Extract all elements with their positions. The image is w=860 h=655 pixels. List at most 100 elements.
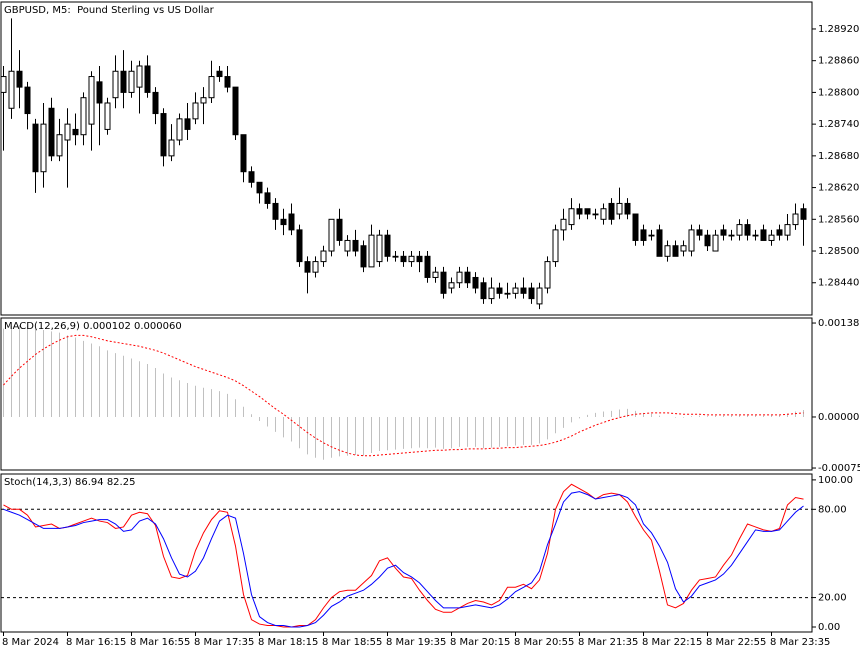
candle-body bbox=[88, 76, 95, 125]
y-tick-label: 1.28620 bbox=[818, 183, 859, 194]
x-tick-label: 8 Mar 20:55 bbox=[514, 637, 574, 648]
candle-body bbox=[464, 271, 471, 284]
candle-body bbox=[80, 97, 87, 136]
candle-body bbox=[728, 234, 735, 237]
candle-body bbox=[376, 234, 383, 263]
x-tick-label: 8 Mar 20:15 bbox=[450, 637, 510, 648]
candle-body bbox=[776, 229, 783, 236]
candle-body bbox=[48, 107, 55, 157]
candle-body bbox=[232, 86, 239, 136]
candle-body bbox=[304, 261, 311, 273]
candle-body bbox=[672, 245, 679, 257]
candle-body bbox=[800, 208, 807, 220]
candle-body bbox=[736, 224, 743, 236]
candle-body bbox=[784, 224, 791, 236]
candle-body bbox=[680, 245, 687, 252]
candle-body bbox=[488, 287, 495, 300]
x-tick-label: 8 Mar 2024 bbox=[2, 637, 59, 648]
candle-body bbox=[24, 86, 31, 115]
candle-body bbox=[520, 287, 527, 294]
x-tick-label: 8 Mar 22:15 bbox=[642, 637, 702, 648]
candle-body bbox=[360, 245, 367, 268]
y-tick-label: -0.000751 bbox=[818, 463, 860, 474]
candle-body bbox=[72, 128, 79, 136]
candle-body bbox=[688, 229, 695, 252]
x-tick-label: 8 Mar 16:15 bbox=[66, 637, 126, 648]
candle-body bbox=[440, 271, 447, 294]
candle-body bbox=[456, 271, 463, 284]
candle-body bbox=[368, 234, 375, 268]
y-tick-label: 20.00 bbox=[818, 593, 847, 604]
candle-body bbox=[296, 229, 303, 263]
candle-body bbox=[552, 229, 559, 263]
candle-body bbox=[352, 239, 359, 252]
candle-body bbox=[712, 234, 719, 252]
candle-body bbox=[568, 208, 575, 226]
candle-body bbox=[208, 76, 215, 99]
candle-body bbox=[480, 282, 487, 300]
y-tick-label: 1.28500 bbox=[818, 246, 859, 257]
candle-body bbox=[16, 70, 23, 88]
candle-body bbox=[280, 218, 287, 226]
indicator-line bbox=[3, 491, 804, 628]
y-tick-label: 0.00 bbox=[818, 622, 840, 633]
pane-title: MACD(12,26,9) 0.000102 0.000060 bbox=[4, 321, 182, 332]
x-tick-label: 8 Mar 23:35 bbox=[770, 637, 830, 648]
candle-body bbox=[96, 81, 103, 104]
candle-body bbox=[152, 91, 159, 115]
candle-body bbox=[8, 70, 15, 109]
candle-body bbox=[320, 250, 327, 263]
candle-body bbox=[416, 255, 423, 263]
candle-body bbox=[584, 208, 591, 215]
x-tick-label: 8 Mar 17:35 bbox=[194, 637, 254, 648]
candle-body bbox=[648, 234, 655, 237]
candle-body bbox=[624, 202, 631, 215]
candle-body bbox=[664, 245, 671, 257]
candle-body bbox=[536, 287, 543, 305]
pane-title: Stoch(14,3,3) 86.94 82.25 bbox=[4, 477, 135, 488]
candle-body bbox=[576, 208, 583, 215]
candle-body bbox=[448, 282, 455, 289]
candle-body bbox=[744, 224, 751, 236]
candle-body bbox=[184, 118, 191, 130]
candle-body bbox=[328, 218, 335, 252]
candle-body bbox=[600, 208, 607, 220]
candle-body bbox=[392, 255, 399, 258]
candle-body bbox=[200, 97, 207, 104]
candle-body bbox=[408, 255, 415, 263]
candle-body bbox=[384, 234, 391, 257]
candle-body bbox=[120, 70, 127, 93]
candle-body bbox=[704, 234, 711, 247]
x-tick-label: 8 Mar 18:15 bbox=[258, 637, 318, 648]
x-tick-label: 8 Mar 18:55 bbox=[322, 637, 382, 648]
candle-body bbox=[40, 123, 47, 173]
candle-body bbox=[64, 123, 71, 141]
candle-body bbox=[696, 229, 703, 236]
candle-body bbox=[144, 65, 151, 93]
candle-body bbox=[224, 76, 231, 88]
candle-body bbox=[632, 213, 639, 241]
candle-body bbox=[248, 171, 255, 183]
pane-title: GBPUSD, M5: Pound Sterling vs US Dollar bbox=[4, 5, 215, 16]
candle-body bbox=[192, 102, 199, 120]
y-tick-label: 0.001382 bbox=[818, 318, 860, 329]
y-tick-label: 1.28560 bbox=[818, 214, 859, 225]
candle-body bbox=[32, 123, 39, 173]
candle-body bbox=[608, 202, 615, 220]
candle-body bbox=[344, 239, 351, 252]
candle-body bbox=[656, 229, 663, 257]
pane-border bbox=[0, 473, 813, 633]
y-tick-label: 1.28860 bbox=[818, 56, 859, 67]
candle-body bbox=[560, 218, 567, 231]
candle-body bbox=[312, 261, 319, 273]
pane-border bbox=[0, 1, 813, 316]
candle-body bbox=[592, 213, 599, 216]
candle-body bbox=[128, 70, 135, 93]
candle-body bbox=[432, 271, 439, 278]
pane-border bbox=[0, 317, 813, 471]
candle-body bbox=[176, 118, 183, 141]
candle-body bbox=[504, 292, 511, 295]
candle-body bbox=[0, 76, 7, 93]
candle-body bbox=[752, 234, 759, 237]
